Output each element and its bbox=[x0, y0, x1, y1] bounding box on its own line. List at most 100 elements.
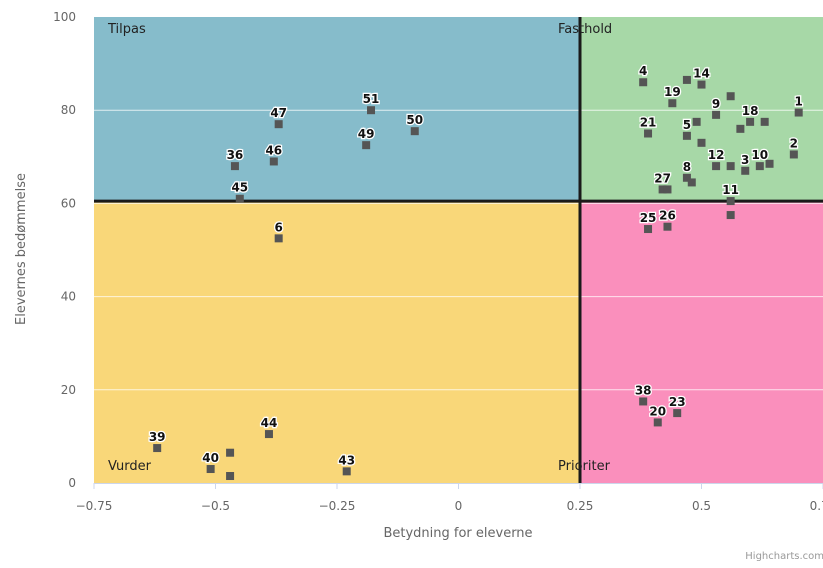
quadrant-label-vurder: Vurder bbox=[108, 459, 152, 474]
point-label-12: 12 bbox=[708, 148, 725, 162]
data-point-5[interactable] bbox=[682, 131, 691, 140]
y-tick-label: 80 bbox=[61, 103, 76, 117]
x-tick-label: −0.25 bbox=[319, 499, 356, 513]
quadrant-fasthold bbox=[580, 17, 823, 202]
data-point[interactable] bbox=[226, 472, 235, 481]
point-label-11: 11 bbox=[722, 183, 739, 197]
data-point-9[interactable] bbox=[712, 110, 721, 119]
y-tick-label: 60 bbox=[61, 196, 76, 210]
data-point-23[interactable] bbox=[673, 409, 682, 418]
x-tick-label: −0.5 bbox=[201, 499, 230, 513]
point-label-4: 4 bbox=[639, 64, 647, 78]
data-point-2[interactable] bbox=[789, 150, 798, 159]
data-point-46[interactable] bbox=[269, 157, 278, 166]
data-point[interactable] bbox=[697, 138, 706, 147]
y-tick-label: 20 bbox=[61, 383, 76, 397]
data-point[interactable] bbox=[760, 117, 769, 126]
data-point[interactable] bbox=[226, 448, 235, 457]
data-point[interactable] bbox=[726, 211, 735, 220]
y-tick-label: 0 bbox=[68, 476, 76, 490]
point-label-40: 40 bbox=[202, 451, 219, 465]
point-label-10: 10 bbox=[751, 148, 768, 162]
quadrant-labels: Tilpas Fasthold Vurder Prioriter bbox=[107, 22, 612, 474]
point-label-26: 26 bbox=[659, 209, 676, 223]
point-label-36: 36 bbox=[227, 148, 244, 162]
data-point-12[interactable] bbox=[712, 162, 721, 171]
data-point[interactable] bbox=[765, 159, 774, 168]
point-label-1: 1 bbox=[795, 95, 803, 109]
data-point[interactable] bbox=[682, 75, 691, 84]
data-point[interactable] bbox=[692, 117, 701, 126]
point-label-6: 6 bbox=[275, 220, 283, 234]
point-label-45: 45 bbox=[231, 181, 248, 195]
point-label-43: 43 bbox=[338, 453, 355, 467]
data-point-38[interactable] bbox=[639, 397, 648, 406]
point-label-19: 19 bbox=[664, 85, 681, 99]
data-point-14[interactable] bbox=[697, 80, 706, 89]
point-label-9: 9 bbox=[712, 97, 720, 111]
data-point-4[interactable] bbox=[639, 78, 648, 87]
y-tick-label: 100 bbox=[53, 10, 76, 24]
point-label-46: 46 bbox=[265, 143, 282, 157]
point-label-47: 47 bbox=[270, 106, 287, 120]
point-label-44: 44 bbox=[261, 416, 278, 430]
data-point[interactable] bbox=[687, 178, 696, 187]
quadrant-dividers bbox=[94, 17, 823, 483]
data-point-50[interactable] bbox=[410, 127, 419, 136]
y-axis-ticks: 0 20 40 60 80 100 bbox=[53, 10, 76, 490]
x-tick-label: −0.75 bbox=[76, 499, 113, 513]
data-point[interactable] bbox=[736, 124, 745, 133]
point-label-20: 20 bbox=[649, 404, 666, 418]
data-point-19[interactable] bbox=[668, 99, 677, 108]
data-point-44[interactable] bbox=[264, 430, 273, 439]
data-point-11[interactable] bbox=[726, 197, 735, 206]
point-label-38: 38 bbox=[635, 383, 652, 397]
data-point-45[interactable] bbox=[235, 194, 244, 203]
data-point-49[interactable] bbox=[362, 141, 371, 150]
data-point-8[interactable] bbox=[682, 173, 691, 182]
x-tick-label: 0.5 bbox=[692, 499, 711, 513]
y-tick-label: 40 bbox=[61, 290, 76, 304]
x-axis-ticks: −0.75 −0.5 −0.25 0 0.25 0.5 0.75 bbox=[76, 483, 823, 513]
data-point-40[interactable] bbox=[206, 465, 215, 474]
quadrant-backgrounds bbox=[94, 17, 823, 483]
x-tick-label: 0.75 bbox=[810, 499, 823, 513]
point-label-21: 21 bbox=[640, 116, 657, 130]
quadrant-tilpas bbox=[94, 17, 580, 202]
data-point-10[interactable] bbox=[755, 162, 764, 171]
data-point[interactable] bbox=[663, 185, 672, 194]
data-point-25[interactable] bbox=[644, 225, 653, 234]
data-point-3[interactable] bbox=[741, 166, 750, 175]
data-point-43[interactable] bbox=[342, 467, 351, 476]
data-point-27[interactable] bbox=[658, 185, 667, 194]
data-point-6[interactable] bbox=[274, 234, 283, 243]
point-label-3: 3 bbox=[741, 153, 749, 167]
credits-link[interactable]: Highcharts.com bbox=[745, 551, 823, 562]
quadrant-label-fasthold: Fasthold bbox=[558, 22, 612, 37]
quadrant-prioriter bbox=[580, 201, 823, 483]
point-label-25: 25 bbox=[640, 211, 657, 225]
data-point-39[interactable] bbox=[153, 444, 162, 453]
point-label-5: 5 bbox=[683, 118, 691, 132]
point-label-27: 27 bbox=[654, 171, 671, 185]
point-label-51: 51 bbox=[363, 92, 380, 106]
data-point-18[interactable] bbox=[746, 117, 755, 126]
data-point-20[interactable] bbox=[653, 418, 662, 427]
x-axis-title: Betydning for eleverne bbox=[383, 526, 532, 541]
data-point-26[interactable] bbox=[663, 222, 672, 231]
point-label-23: 23 bbox=[669, 395, 686, 409]
data-point[interactable] bbox=[726, 162, 735, 171]
point-label-49: 49 bbox=[358, 127, 375, 141]
data-point-21[interactable] bbox=[644, 129, 653, 138]
data-point-47[interactable] bbox=[274, 120, 283, 129]
data-point-1[interactable] bbox=[794, 108, 803, 117]
data-point[interactable] bbox=[726, 92, 735, 101]
y-axis-title: Elevernes bedømmelse bbox=[14, 173, 29, 325]
data-point-36[interactable] bbox=[230, 162, 239, 171]
point-label-2: 2 bbox=[790, 136, 798, 150]
x-tick-label: 0.25 bbox=[567, 499, 594, 513]
data-point-51[interactable] bbox=[367, 106, 376, 115]
